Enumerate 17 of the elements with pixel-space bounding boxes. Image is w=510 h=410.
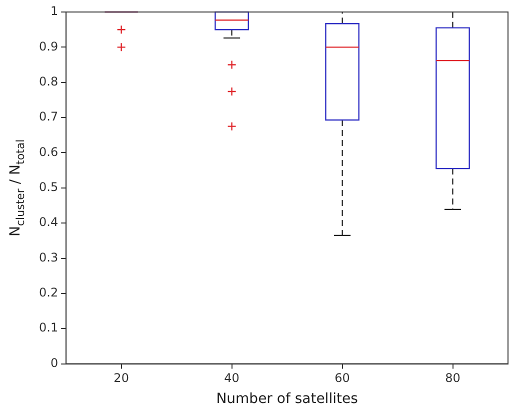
y-tick-label: 0.7: [38, 110, 58, 124]
y-tick-label: 1: [50, 4, 58, 18]
y-tick-label: 0.9: [38, 39, 58, 54]
x-tick-label: 40: [224, 371, 240, 386]
y-tick-label: 0: [50, 356, 58, 370]
y-tick-label: 0.2: [38, 286, 58, 300]
x-tick-label: 80: [445, 371, 460, 386]
y-tick-label: 0.1: [38, 320, 58, 335]
x-tick-label: 60: [334, 371, 350, 386]
y-tick-label: 0.4: [38, 215, 58, 230]
y-tick-label: 0.5: [38, 180, 58, 194]
y-axis-title: Ncluster / Ntotal: [8, 139, 27, 236]
y-tick-label: 0.8: [38, 74, 58, 88]
x-axis-title: Number of satellites: [216, 391, 358, 408]
y-tick-label: 0.3: [38, 250, 58, 264]
x-tick-label: 20: [114, 371, 129, 386]
y-tick-label: 0.6: [38, 144, 58, 159]
